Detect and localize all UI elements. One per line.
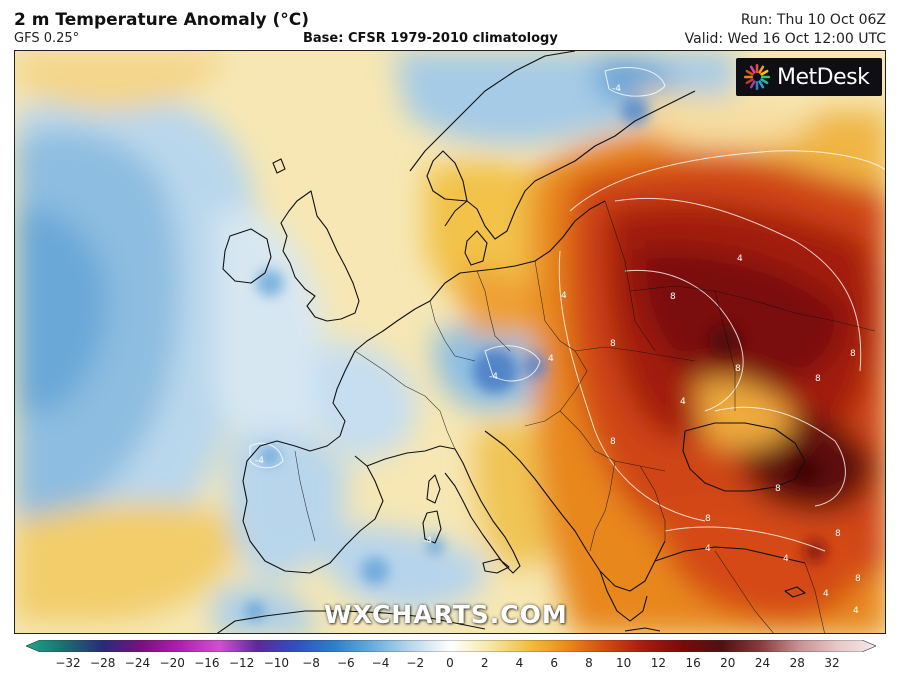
metdesk-starburst-icon xyxy=(744,64,770,90)
contour-label: 4 xyxy=(823,589,829,599)
colorbar-tick-label: −2 xyxy=(406,656,425,670)
colorbar-tick-label: 24 xyxy=(754,656,771,670)
contour-label: 4 xyxy=(783,554,789,564)
contour-lines xyxy=(249,67,885,552)
model-name: GFS 0.25° xyxy=(14,31,80,46)
contour-label: 4 xyxy=(680,397,686,407)
contour-label: -4 xyxy=(423,536,432,546)
climatology-base: Base: CFSR 1979-2010 climatology xyxy=(303,31,558,46)
colorbar-tick-label: 32 xyxy=(824,656,840,670)
colorbar-tick-label: 4 xyxy=(515,656,524,670)
anomaly-field xyxy=(15,51,885,633)
colorbar-tick-label: −24 xyxy=(124,656,151,670)
colorbar-tick-label: −6 xyxy=(336,656,355,670)
valid-time: Valid: Wed 16 Oct 12:00 UTC xyxy=(684,31,886,47)
colorbar xyxy=(26,640,876,652)
colorbar-tick-label: −8 xyxy=(302,656,320,670)
colorbar-tick-label: −4 xyxy=(371,656,390,670)
contour-label: 4 xyxy=(548,354,554,364)
contour-label: 4 xyxy=(737,254,743,264)
colorbar-tick-label: −12 xyxy=(228,656,255,670)
contour-label: 8 xyxy=(610,339,616,349)
contour-label: 8 xyxy=(815,374,821,384)
chart-title: 2 m Temperature Anomaly (°C) xyxy=(14,10,310,30)
coastlines xyxy=(216,51,806,633)
borders xyxy=(294,200,876,633)
metdesk-logo: MetDesk xyxy=(736,58,882,96)
contour-label: 4 xyxy=(853,606,859,616)
colorbar-tick-label: −10 xyxy=(263,656,290,670)
contour-label: 4 xyxy=(561,291,567,301)
colorbar-tick-label: 12 xyxy=(650,656,666,670)
anomaly-speckles xyxy=(245,97,827,621)
colorbar-tick-label: −20 xyxy=(159,656,185,670)
contour-label: 8 xyxy=(610,437,616,447)
chart-header: 2 m Temperature Anomaly (°C) GFS 0.25° B… xyxy=(0,0,900,52)
colorbar-tick-label: 2 xyxy=(480,656,489,670)
colorbar-bar xyxy=(26,640,876,652)
contour-label: -4 xyxy=(612,84,621,94)
colorbar-tick-label: −28 xyxy=(90,656,116,670)
colorbar-tick-label: 16 xyxy=(685,656,701,670)
colorbar-ticks: −32 −28 −24 −20 −16 −12 −10 −8 −6 −4 −2 0 2 4 6 8 10 12 16… xyxy=(0,656,900,676)
contour-label: 8 xyxy=(735,364,741,374)
contour-label: 8 xyxy=(855,574,861,584)
contour-label: -4 xyxy=(255,456,264,466)
colorbar-tick-label: 10 xyxy=(615,656,632,670)
contour-label: 8 xyxy=(670,292,676,302)
colorbar-tick-label: 0 xyxy=(446,656,454,670)
wxcharts-watermark: WXCHARTS.COM xyxy=(324,600,568,629)
colorbar-tick-label: −32 xyxy=(55,656,81,670)
contour-label: 8 xyxy=(850,349,856,359)
anomaly-map: 8 8 8 8 8 8 8 8 8 8 4 4 4 4 4 4 4 4 -4 -… xyxy=(14,50,886,634)
contour-label: 8 xyxy=(835,529,841,539)
contour-label: -4 xyxy=(489,372,498,382)
run-time: Run: Thu 10 Oct 06Z xyxy=(740,12,886,28)
contour-label: 8 xyxy=(705,514,711,524)
colorbar-tick-label: 8 xyxy=(585,656,593,670)
colorbar-tick-label: 28 xyxy=(789,656,805,670)
metdesk-logo-text: MetDesk xyxy=(777,64,870,90)
contour-label: 4 xyxy=(705,544,711,554)
colorbar-tick-label: 6 xyxy=(550,656,558,670)
contour-label: 8 xyxy=(775,484,781,494)
colorbar-tick-label: 20 xyxy=(720,656,736,670)
colorbar-tick-label: −16 xyxy=(194,656,220,670)
map-canvas: 8 8 8 8 8 8 8 8 8 8 4 4 4 4 4 4 4 4 -4 -… xyxy=(15,51,885,633)
contour-label-group: 8 8 8 8 8 8 8 8 8 8 4 4 4 4 4 4 4 4 -4 -… xyxy=(255,84,861,616)
